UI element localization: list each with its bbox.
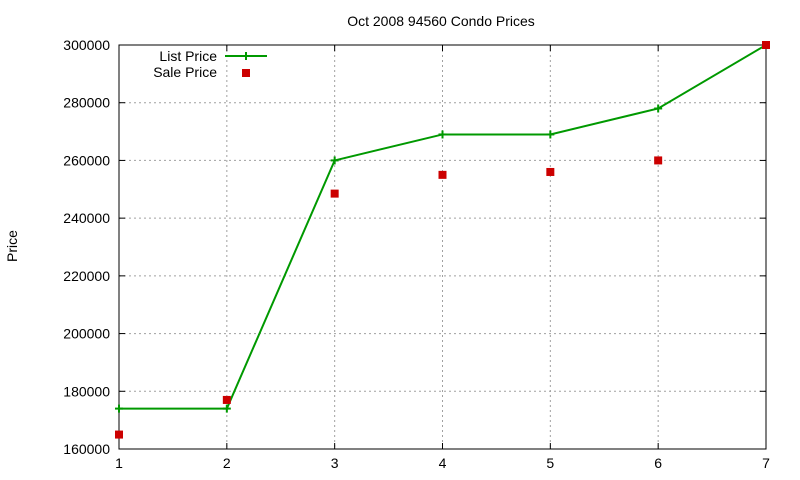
legend-label: List Price — [159, 48, 217, 64]
y-tick-label: 200000 — [63, 326, 110, 342]
list-price-point — [115, 404, 123, 413]
y-tick-label: 260000 — [63, 152, 110, 168]
y-tick-label: 220000 — [63, 268, 110, 284]
y-tick-label: 160000 — [63, 441, 110, 457]
series-layer — [115, 41, 770, 439]
list-price-point — [654, 104, 663, 113]
y-tick-label: 300000 — [63, 37, 110, 53]
x-tick-label: 3 — [331, 455, 339, 471]
legend-marker — [242, 52, 250, 60]
sale-price-point — [330, 189, 339, 198]
x-tick-label: 4 — [439, 455, 447, 471]
grid — [119, 45, 766, 449]
chart-title: Oct 2008 94560 Condo Prices — [347, 13, 535, 29]
sale-price-point — [654, 156, 663, 165]
y-axis: 160000 180000 200000 220000 240000 260000 2800… — [63, 37, 766, 457]
y-tick-label: 280000 — [63, 95, 110, 111]
list-price-point — [546, 130, 555, 139]
list-price-point — [438, 130, 447, 139]
y-tick-label: 240000 — [63, 210, 110, 226]
sale-price-point — [546, 167, 555, 176]
series-sale-price — [115, 41, 770, 439]
x-tick-label: 5 — [546, 455, 554, 471]
x-tick-label: 1 — [115, 455, 123, 471]
legend-label: Sale Price — [153, 64, 217, 80]
x-tick-label: 7 — [762, 455, 770, 471]
sale-price-point — [222, 395, 231, 404]
y-axis-label: Price — [4, 230, 20, 262]
sale-price-point — [438, 170, 447, 179]
list-price-point — [222, 404, 231, 413]
y-tick-label: 180000 — [63, 383, 110, 399]
sale-price-point — [762, 41, 770, 49]
x-tick-label: 6 — [654, 455, 662, 471]
sale-price-point — [115, 430, 123, 439]
x-tick-label: 2 — [223, 455, 231, 471]
x-axis: 1 2 3 4 5 6 7 — [115, 45, 770, 471]
legend-marker — [242, 69, 250, 77]
list-price-point — [330, 156, 339, 165]
